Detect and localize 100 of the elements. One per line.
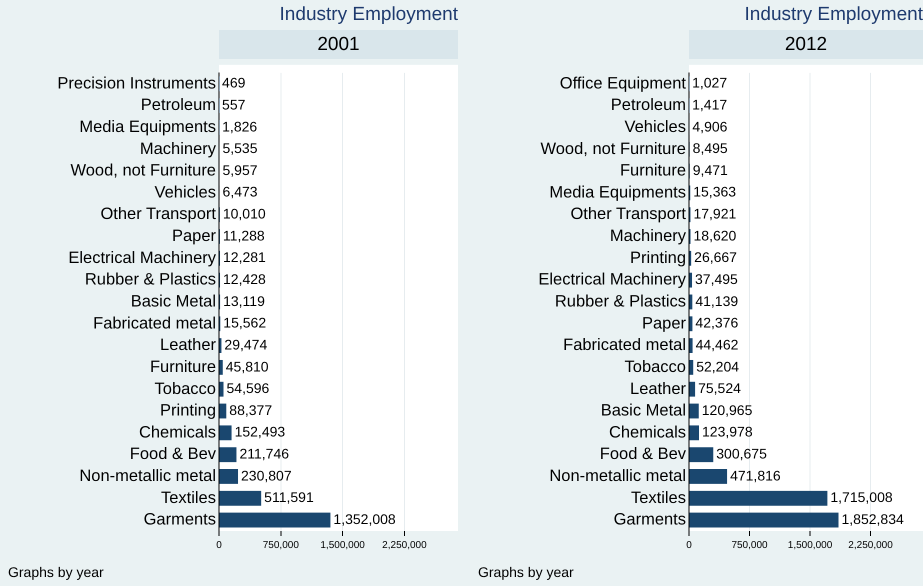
data-label: 5,535 [222,140,258,156]
data-label: 75,524 [698,380,742,396]
y-tick-label: Vehicles [154,183,216,202]
x-tick-label: 750,000 [262,540,300,551]
data-label: 45,810 [226,358,269,374]
y-tick-label: Non-metallic metal [79,467,216,486]
bar [220,469,238,484]
y-tick-label: Paper [642,314,687,332]
y-tick-label: Tobacco [624,358,686,376]
y-tick-label: Garments [614,510,686,529]
y-tick-label: Petroleum [610,96,686,114]
y-tick-label: Petroleum [140,96,216,114]
y-tick-label: Furniture [620,162,686,180]
data-label: 10,010 [222,206,266,222]
x-tick-label: 1,500,000 [788,540,833,551]
chart-title: Industry Employment [280,4,458,26]
x-tick-label: 2,250,000 [382,540,428,551]
chart-title: Industry Employment [744,4,923,26]
bar [220,425,232,440]
y-tick-label: Chemicals [608,423,686,442]
y-tick-label: Wood, not Furniture [70,162,216,180]
data-label: 12,428 [223,270,266,287]
data-label: 469 [222,74,246,91]
y-tick-label: Wood, not Furniture [540,140,686,158]
data-label: 1,027 [692,74,728,91]
data-label: 18,620 [694,227,737,244]
x-tick-label: 1,500,000 [320,540,366,551]
y-tick-label: Electrical Machinery [538,270,687,289]
y-tick-label: Rubber & Plastics [554,292,686,310]
y-tick-label: Basic Metal [600,402,686,420]
bar [690,447,714,462]
data-label: 88,377 [229,402,272,418]
text: Graphs by year [478,564,574,580]
y-tick-label: Electrical Machinery [68,248,217,267]
y-tick-label: Rubber & Plastics [84,270,216,289]
bar [690,272,692,288]
y-tick-label: Media Equipments [79,118,216,136]
y-tick-label: Food & Bev [130,445,217,464]
data-label: 41,139 [695,292,738,309]
y-tick-label: Other Transport [570,205,686,224]
data-label: 152,493 [234,424,286,440]
x-tick-label: 0 [216,540,222,551]
bar [220,404,226,418]
data-label: 1,826 [222,118,258,134]
bar [690,360,694,375]
y-tick-label: Tobacco [154,380,216,398]
data-label: 52,204 [696,358,740,374]
chart-subtitle: 2001 [219,30,458,59]
bar [690,490,828,506]
data-label: 123,978 [702,424,753,440]
data-label: 6,473 [222,184,258,200]
y-tick-label: Textiles [630,488,686,507]
y-tick-label: Textiles [160,488,216,507]
data-label: 4,906 [692,118,728,134]
bar [220,512,330,528]
y-tick-label: Printing [160,402,216,420]
x-tick-label: 0 [686,540,692,551]
data-label: 12,281 [223,249,266,266]
chart-subtitle: 2012 [689,30,923,59]
y-tick-label: Chemicals [138,423,216,442]
data-label: 8,495 [692,140,728,156]
bar [690,316,692,332]
bar [690,338,693,353]
data-label: 26,667 [694,249,738,266]
data-label: 13,119 [223,292,266,309]
data-label: 37,495 [695,270,738,287]
bar [220,360,223,375]
data-label: 42,376 [695,314,738,331]
bar [220,447,236,462]
bar [690,469,728,484]
y-tick-label: Printing [630,248,686,267]
y-tick-label: Machinery [610,227,687,246]
y-tick-label: Basic Metal [130,292,216,310]
y-tick-label: Machinery [140,140,217,158]
y-tick-label: Food & Bev [600,445,687,464]
y-tick-label: Office Equipment [560,74,686,92]
y-tick-label: Furniture [150,358,216,376]
bar [220,490,262,506]
bar [690,294,692,310]
y-tick-label: Fabricated metal [563,336,686,354]
data-label: 5,957 [222,162,258,178]
data-label: 29,474 [224,336,268,352]
data-label: 1,352,008 [333,510,396,527]
x-tick-label: 2,250,000 [848,540,894,551]
x-tick-label: 750,000 [731,540,768,551]
y-tick-label: Precision Instruments [57,74,216,92]
data-label: 17,921 [693,206,736,222]
data-label: 471,816 [730,467,781,484]
y-tick-label: Paper [172,227,217,246]
data-label: 9,471 [692,162,728,178]
data-label: 511,591 [264,489,314,506]
y-tick-label: Leather [160,336,216,354]
data-label: 1,715,008 [830,489,893,506]
y-tick-label: Other Transport [100,205,216,224]
y-tick-label: Fabricated metal [93,314,216,332]
data-label: 300,675 [716,446,768,462]
data-label: 44,462 [696,336,739,352]
data-label: 54,596 [226,380,270,396]
data-label: 211,746 [239,446,290,462]
y-tick-label: Non-metallic metal [549,467,686,486]
